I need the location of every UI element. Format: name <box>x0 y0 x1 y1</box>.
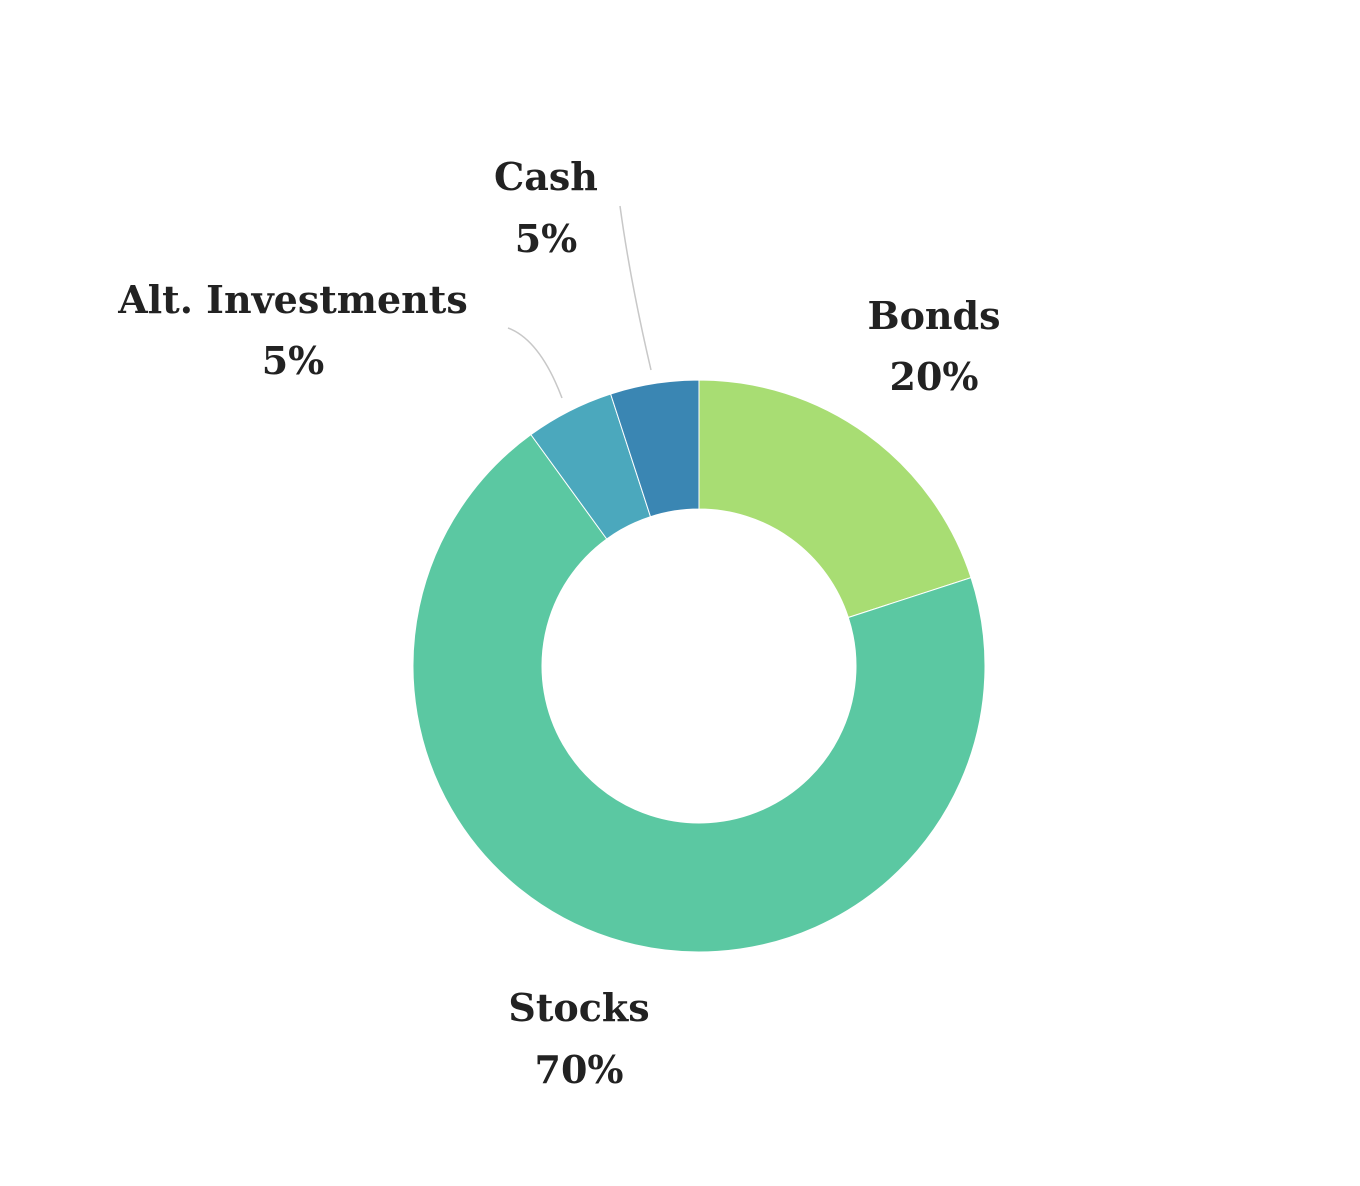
donut-slices <box>413 380 985 952</box>
label-group-bonds: Bonds 20% <box>867 293 1000 399</box>
leader-line-cash <box>620 206 651 370</box>
slice-label-stocks: Stocks <box>508 985 649 1030</box>
label-group-alt-investments: Alt. Investments 5% <box>117 277 468 383</box>
slice-value-stocks: 70% <box>535 1047 624 1092</box>
slice-value-alt-investments: 5% <box>262 338 325 383</box>
label-group-cash: Cash 5% <box>494 154 598 261</box>
slice-label-bonds: Bonds <box>867 293 1000 338</box>
donut-slice-bonds <box>699 380 971 617</box>
label-group-stocks: Stocks 70% <box>508 985 649 1092</box>
slice-value-cash: 5% <box>515 216 578 261</box>
slice-label-alt-investments: Alt. Investments <box>117 277 468 322</box>
slice-label-cash: Cash <box>494 154 598 199</box>
leader-line-alt-investments <box>508 328 562 398</box>
slice-value-bonds: 20% <box>890 354 979 399</box>
